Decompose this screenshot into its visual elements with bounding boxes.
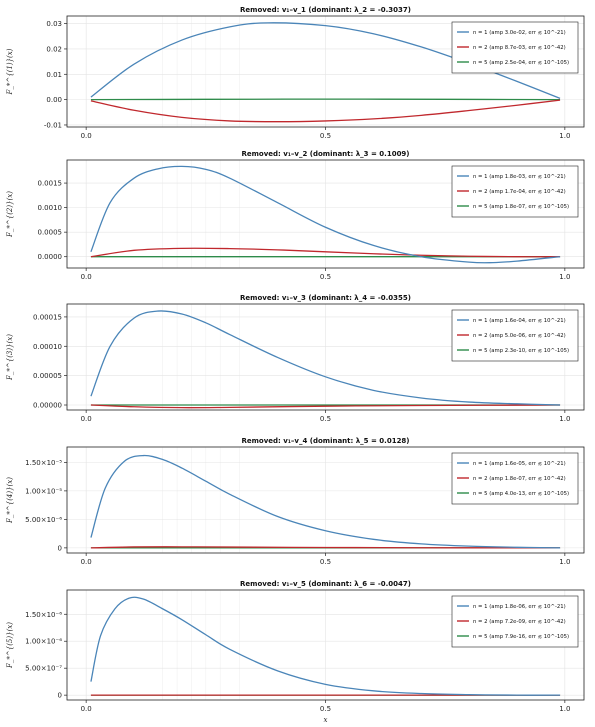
y-tick-label: -0.01 bbox=[44, 121, 62, 129]
series-line-n1 bbox=[90, 454, 561, 549]
y-tick-label: 0.00 bbox=[46, 96, 62, 104]
x-tick-label: 1.0 bbox=[559, 705, 570, 713]
legend-entry: n = 1 (amp 1.8e-06, err ≲ 10^-21) bbox=[473, 604, 566, 610]
x-tick-label: 0.5 bbox=[320, 415, 331, 423]
y-tick-label: 0.02 bbox=[46, 45, 62, 53]
legend-entry: n = 5 (amp 2.3e-10, err ≲ 10^-105) bbox=[473, 348, 569, 354]
y-tick-label: 0.00005 bbox=[33, 372, 62, 380]
series-line-n2 bbox=[90, 546, 561, 549]
y-axis-label: F_*^{(2)}(x) bbox=[6, 191, 14, 238]
x-tick-label: 0.0 bbox=[81, 415, 92, 423]
panel-title: Removed: v₁–v_5 (dominant: λ_6 = -0.0047… bbox=[240, 580, 411, 588]
y-axis-label: F_*^{(5)}(x) bbox=[6, 622, 14, 669]
y-axis-label: F_*^{(4)}(x) bbox=[6, 477, 14, 524]
x-tick-label: 0.5 bbox=[320, 705, 331, 713]
panel-2: Removed: v₁–v_2 (dominant: λ_3 = 0.1009)… bbox=[6, 150, 585, 281]
series-line-n2 bbox=[90, 404, 561, 409]
y-tick-label: 0.00015 bbox=[33, 313, 62, 321]
y-tick-label: 0.0005 bbox=[38, 229, 63, 237]
y-axis-label: F_*^{(1)}(x) bbox=[6, 48, 14, 95]
legend-box bbox=[451, 452, 579, 505]
panel-title: Removed: v₁–v_1 (dominant: λ_2 = -0.3037… bbox=[240, 6, 411, 14]
y-tick-label: 0.0000 bbox=[38, 253, 63, 261]
legend-box bbox=[451, 309, 579, 362]
legend-entry: n = 5 (amp 2.5e-04, err ≲ 10^-105) bbox=[473, 60, 569, 66]
y-tick-label: 0.0010 bbox=[38, 204, 63, 212]
legend-entry: n = 1 (amp 3.0e-02, err ≲ 10^-21) bbox=[473, 30, 566, 36]
y-tick-label: 0.00010 bbox=[33, 343, 62, 351]
y-axis-label: F_*^{(3)}(x) bbox=[6, 334, 14, 381]
legend-box bbox=[451, 165, 579, 218]
x-tick-label: 1.0 bbox=[559, 558, 570, 566]
y-tick-label: 0 bbox=[58, 692, 62, 700]
x-tick-label: 1.0 bbox=[559, 415, 570, 423]
series-line-n2 bbox=[90, 99, 561, 123]
legend-entry: n = 5 (amp 4.0e-13, err ≲ 10^-105) bbox=[473, 491, 569, 497]
legend-entry: n = 2 (amp 1.8e-07, err ≲ 10^-42) bbox=[473, 476, 566, 482]
legend-box bbox=[451, 595, 579, 648]
y-tick-label: 0 bbox=[58, 544, 62, 552]
legend-entry: n = 2 (amp 5.0e-06, err ≲ 10^-42) bbox=[473, 333, 566, 339]
panel-3: Removed: v₁–v_3 (dominant: λ_4 = -0.0355… bbox=[6, 294, 585, 423]
x-tick-label: 1.0 bbox=[559, 273, 570, 281]
x-axis-label: x bbox=[324, 716, 328, 724]
y-tick-label: 0.03 bbox=[46, 20, 62, 28]
legend-entry: n = 2 (amp 8.7e-03, err ≲ 10^-42) bbox=[473, 45, 566, 51]
y-tick-label: 1.50×10⁻⁶ bbox=[25, 611, 62, 619]
panel-4: Removed: v₁–v_4 (dominant: λ_5 = 0.0128)… bbox=[6, 437, 585, 566]
x-tick-label: 0.5 bbox=[320, 132, 331, 140]
panel-title: Removed: v₁–v_2 (dominant: λ_3 = 0.1009) bbox=[241, 150, 409, 158]
x-tick-label: 0.5 bbox=[320, 273, 331, 281]
x-tick-label: 0.0 bbox=[81, 558, 92, 566]
x-tick-label: 1.0 bbox=[559, 132, 570, 140]
panel-5: Removed: v₁–v_5 (dominant: λ_6 = -0.0047… bbox=[6, 580, 585, 724]
x-tick-label: 0.5 bbox=[320, 558, 331, 566]
y-tick-label: 0.00000 bbox=[33, 402, 62, 410]
legend-box bbox=[451, 21, 579, 74]
series-line-n1 bbox=[90, 310, 561, 406]
x-tick-label: 0.0 bbox=[81, 132, 92, 140]
y-tick-label: 5.00×10⁻⁶ bbox=[25, 516, 62, 524]
series-line-n1 bbox=[90, 165, 561, 264]
series-line-n1 bbox=[90, 596, 561, 696]
legend-entry: n = 1 (amp 1.6e-05, err ≲ 10^-21) bbox=[473, 461, 566, 467]
y-tick-label: 0.0015 bbox=[38, 180, 63, 188]
y-tick-label: 1.00×10⁻⁶ bbox=[25, 638, 62, 646]
series-line-n2 bbox=[90, 247, 561, 258]
panel-1: Removed: v₁–v_1 (dominant: λ_2 = -0.3037… bbox=[6, 6, 585, 140]
legend-entry: n = 5 (amp 7.9e-16, err ≲ 10^-105) bbox=[473, 634, 569, 640]
x-tick-label: 0.0 bbox=[81, 705, 92, 713]
legend-entry: n = 2 (amp 1.7e-04, err ≲ 10^-42) bbox=[473, 189, 566, 195]
y-tick-label: 1.00×10⁻⁵ bbox=[25, 487, 62, 495]
y-tick-label: 0.01 bbox=[46, 71, 62, 79]
panel-title: Removed: v₁–v_4 (dominant: λ_5 = 0.0128) bbox=[241, 437, 409, 445]
legend-entry: n = 1 (amp 1.8e-03, err ≲ 10^-21) bbox=[473, 174, 566, 180]
y-tick-label: 5.00×10⁻⁷ bbox=[25, 665, 62, 673]
legend-entry: n = 2 (amp 7.2e-09, err ≲ 10^-42) bbox=[473, 619, 566, 625]
y-tick-label: 1.50×10⁻⁵ bbox=[25, 459, 62, 467]
panel-title: Removed: v₁–v_3 (dominant: λ_4 = -0.0355… bbox=[240, 294, 411, 302]
legend-entry: n = 1 (amp 1.6e-04, err ≲ 10^-21) bbox=[473, 318, 566, 324]
series-line-n5 bbox=[90, 98, 561, 101]
legend-entry: n = 5 (amp 1.8e-07, err ≲ 10^-105) bbox=[473, 204, 569, 210]
x-tick-label: 0.0 bbox=[81, 273, 92, 281]
